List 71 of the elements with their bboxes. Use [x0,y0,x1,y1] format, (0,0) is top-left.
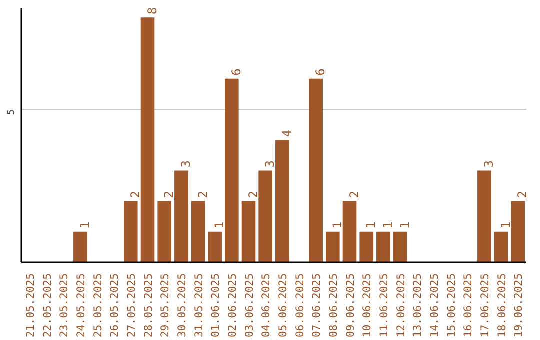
x-tick-label: 24.05.2025 [74,274,88,338]
data-label: 1 [380,222,395,229]
data-label: 2 [196,191,210,198]
x-tick-label: 03.06.2025 [242,274,256,338]
bar [511,201,525,262]
bar [225,78,239,262]
x-tick-label: 01.06.2025 [209,274,222,338]
x-tick-label: 16.06.2025 [462,274,475,338]
data-label: 1 [212,222,227,229]
x-tick-label: 23.05.2025 [58,274,71,338]
data-label: 2 [347,191,362,198]
data-label: 8 [145,7,160,15]
x-tick-label: 22.05.2025 [40,274,54,338]
bar [309,78,323,262]
x-tick-label: 12.06.2025 [394,274,408,338]
x-tick-label: 11.06.2025 [377,274,390,338]
bar [158,201,172,262]
bar [258,170,272,262]
x-tick-label: 19.06.2025 [512,274,526,338]
bar [140,18,155,262]
bar [326,232,340,262]
data-label: 3 [178,160,193,168]
bar [74,232,88,262]
x-tick-label: 28.05.2025 [142,274,155,338]
bar [191,201,206,262]
x-tick-label: 06.06.2025 [293,274,306,338]
bar [393,232,408,262]
data-label: 2 [162,191,176,198]
x-tick-label: 18.06.2025 [495,274,508,338]
x-tick-label: 31.05.2025 [192,274,206,338]
data-label: 1 [78,222,92,229]
x-tick-label: 13.06.2025 [411,274,424,338]
x-tick-label: 26.05.2025 [108,274,122,338]
data-label: 2 [128,191,142,198]
bar [342,201,357,262]
x-tick-label: 10.06.2025 [360,274,374,338]
data-label: 1 [398,222,412,229]
x-tick-label: 08.06.2025 [326,274,340,338]
x-tick-label: 14.06.2025 [428,274,441,338]
x-tick-label: 17.06.2025 [478,274,492,338]
x-tick-label: 05.06.2025 [276,274,290,338]
data-label: 1 [364,222,378,229]
x-tick-label: 29.05.2025 [158,274,172,338]
bar [360,232,374,262]
bar [208,232,222,262]
x-tick-label: 25.05.2025 [91,274,104,338]
x-tick-label: 15.06.2025 [444,274,458,338]
data-label: 6 [229,68,244,76]
x-tick-label: 21.05.2025 [24,274,37,338]
x-tick-label: 02.06.2025 [226,274,239,338]
bar [376,232,390,262]
bar [242,201,256,262]
x-tick-label: 27.05.2025 [124,274,138,338]
data-label: 1 [330,222,344,229]
bar [124,201,138,262]
data-label: 3 [263,160,278,168]
bar [478,170,492,262]
x-tick-label: 04.06.2025 [260,274,273,338]
bar [494,232,508,262]
x-tick-label: 30.05.2025 [175,274,188,338]
data-label: 2 [246,191,260,198]
data-label: 2 [516,191,530,198]
y-tick-label: 5 [6,109,17,116]
x-tick-label: 07.06.2025 [310,274,324,338]
data-label: 1 [498,222,513,229]
data-label: 4 [280,130,294,138]
bar [174,170,188,262]
data-label: 3 [482,160,496,168]
data-label: 6 [314,68,328,76]
x-tick-label: 09.06.2025 [344,274,357,338]
bar [276,140,290,262]
